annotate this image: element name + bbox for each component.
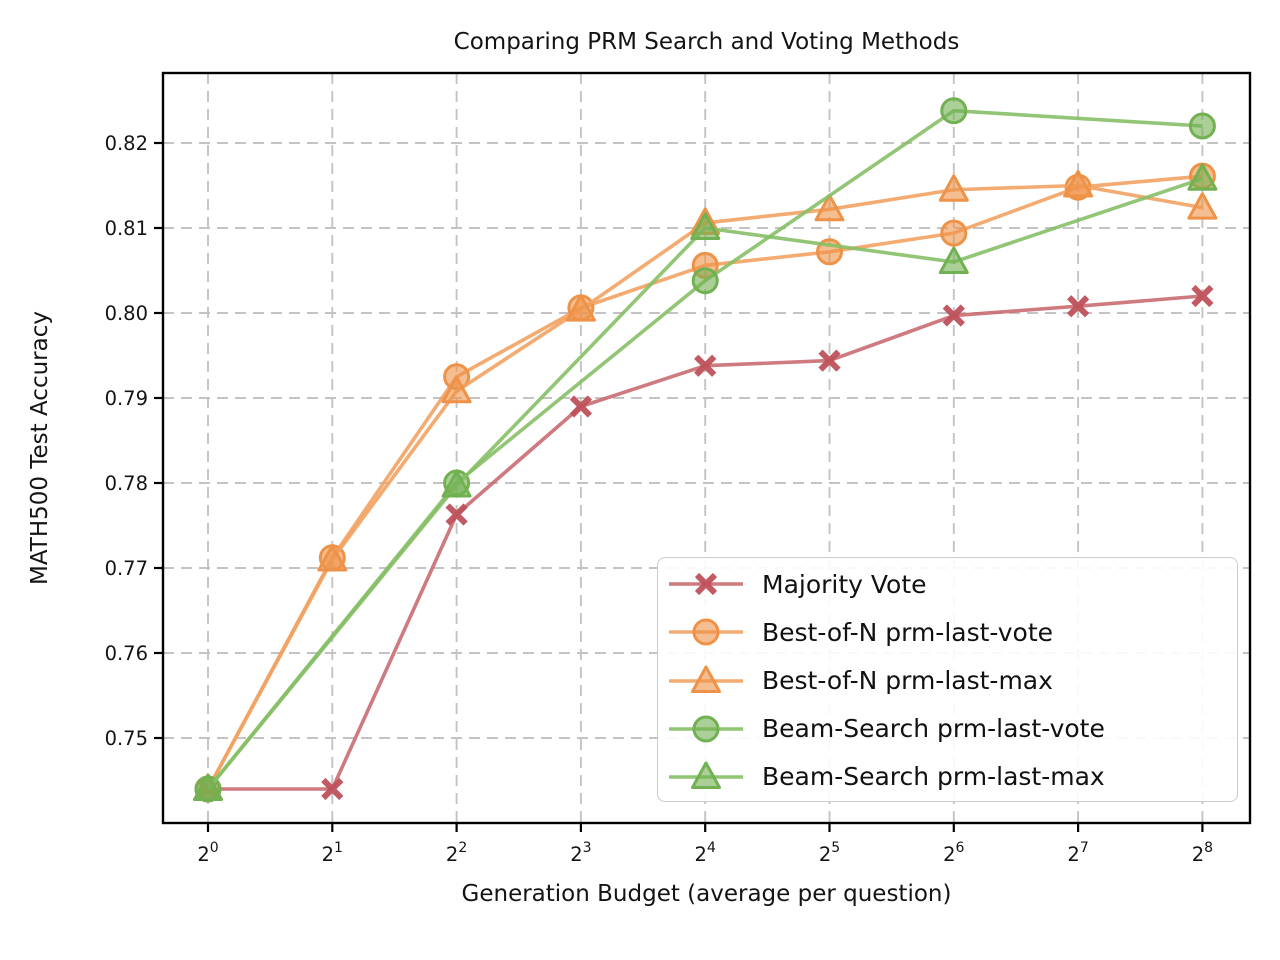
triangle-marker bbox=[938, 174, 969, 202]
x-marker bbox=[694, 572, 718, 596]
legend-swatch bbox=[669, 761, 743, 789]
y-tick-label: 0.75 bbox=[105, 727, 148, 750]
legend-item: Beam-Search prm-last-vote bbox=[666, 705, 1237, 753]
y-tick-label: 0.79 bbox=[105, 387, 148, 410]
triangle-marker bbox=[193, 773, 223, 801]
x-marker bbox=[1191, 284, 1214, 308]
series-majority-vote bbox=[196, 284, 1214, 801]
triangle-marker bbox=[691, 665, 721, 693]
triangle-marker bbox=[938, 246, 969, 274]
triangle-marker bbox=[691, 761, 721, 789]
x-tick-label: 20 bbox=[197, 840, 218, 866]
legend-label: Best-of-N prm-last-vote bbox=[762, 617, 1054, 647]
triangle-marker bbox=[690, 212, 721, 240]
legend-item: Beam-Search prm-last-max bbox=[666, 753, 1237, 801]
legend: Majority Vote Best-of-N prm-last-vote Best… bbox=[657, 557, 1238, 802]
chart-title: Comparing PRM Search and Voting Methods bbox=[453, 29, 960, 55]
x-tick-label: 21 bbox=[322, 840, 343, 866]
triangle-marker bbox=[1187, 192, 1218, 220]
triangle-marker bbox=[317, 544, 348, 572]
y-tick-label: 0.82 bbox=[105, 132, 148, 155]
x-axis-label: Generation Budget (average per question) bbox=[461, 881, 952, 907]
y-tick-label: 0.81 bbox=[105, 217, 148, 240]
triangle-marker bbox=[1063, 170, 1094, 198]
triangle-marker bbox=[441, 375, 472, 404]
x-tick-label: 25 bbox=[819, 840, 840, 866]
legend-label: Beam-Search prm-last-max bbox=[762, 762, 1105, 792]
triangle-marker bbox=[814, 193, 845, 222]
triangle-marker bbox=[441, 470, 472, 498]
x-tick-label: 22 bbox=[446, 840, 467, 866]
circle-marker bbox=[940, 219, 968, 247]
legend-swatch bbox=[669, 665, 743, 693]
legend-item: Best-of-N prm-last-max bbox=[666, 656, 1237, 704]
legend-swatch bbox=[669, 572, 743, 596]
axis-ticks bbox=[154, 141, 1204, 832]
x-marker bbox=[942, 304, 965, 327]
series-beam-search-prm-last-max bbox=[193, 163, 1218, 801]
x-tick-label: 28 bbox=[1192, 840, 1213, 866]
x-marker bbox=[818, 349, 841, 372]
circle-marker bbox=[692, 715, 720, 743]
x-tick-label: 24 bbox=[695, 840, 716, 866]
y-tick-label: 0.77 bbox=[105, 557, 148, 580]
x-tick-label: 27 bbox=[1067, 840, 1088, 866]
x-marker bbox=[445, 503, 468, 526]
axis-tick-labels: 20 21 22 23 24 25 26 27 28 0.75 0.76 0.77 0.78 0.79 0.… bbox=[105, 132, 1213, 866]
x-marker bbox=[694, 354, 717, 377]
y-tick-label: 0.76 bbox=[105, 642, 148, 665]
x-marker bbox=[321, 777, 344, 801]
x-tick-label: 26 bbox=[943, 840, 964, 866]
triangle-marker bbox=[565, 294, 596, 322]
circle-marker bbox=[940, 97, 968, 125]
plot-frame bbox=[161, 71, 1252, 825]
legend-swatch bbox=[669, 618, 743, 646]
legend-label: Beam-Search prm-last-vote bbox=[762, 714, 1105, 744]
x-tick-label: 23 bbox=[570, 840, 591, 866]
triangle-marker bbox=[1187, 163, 1218, 191]
legend-swatch bbox=[669, 715, 743, 743]
legend-item: Best-of-N prm-last-vote bbox=[666, 608, 1237, 656]
y-tick-label: 0.80 bbox=[105, 302, 148, 325]
legend-item: Majority Vote bbox=[666, 560, 1237, 608]
legend-label: Best-of-N prm-last-max bbox=[762, 666, 1053, 695]
x-marker bbox=[1066, 295, 1090, 318]
circle-marker bbox=[692, 618, 720, 646]
legend-label: Majority Vote bbox=[762, 569, 927, 599]
circle-marker bbox=[691, 267, 719, 295]
circle-marker bbox=[1188, 112, 1216, 140]
y-axis-label: MATH500 Test Accuracy bbox=[27, 311, 53, 585]
y-tick-label: 0.78 bbox=[105, 472, 148, 495]
x-marker bbox=[569, 395, 593, 418]
